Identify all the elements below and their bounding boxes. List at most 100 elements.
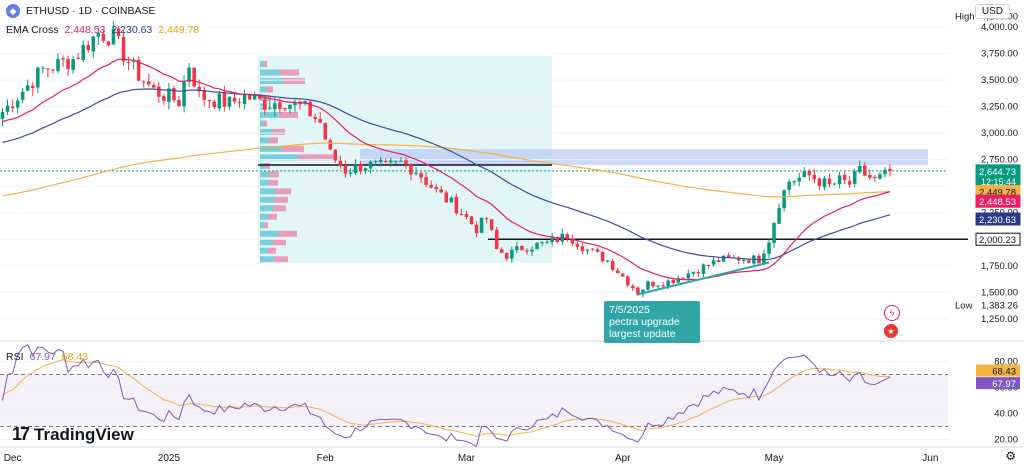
candle-body: [197, 86, 201, 92]
candle-body: [631, 285, 635, 289]
volume-profile-bar: [260, 78, 283, 85]
candle-body: [439, 189, 443, 193]
price-label-bg: [975, 194, 1021, 208]
time-tick-label: Jun: [922, 453, 938, 464]
volume-profile-bar: [260, 171, 270, 178]
volume-profile-bar: [260, 256, 274, 263]
price-tick-label: 1,250.00: [981, 314, 1018, 325]
time-tick-label: Feb: [317, 453, 335, 464]
ema-legend[interactable]: EMA Cross 2,448.53 2,230.63 2,449.78: [6, 24, 199, 36]
volume-profile-bar: [272, 128, 285, 135]
candle-body: [636, 287, 640, 295]
rsi-price-label-bg: [976, 364, 1020, 377]
volume-profile-bar: [278, 230, 297, 237]
volume-profile-bar: [273, 205, 286, 212]
candle-body: [172, 88, 176, 101]
volume-profile-bar: [275, 188, 291, 195]
candle-body: [454, 196, 459, 214]
candle-body: [0, 112, 5, 119]
candle-body: [792, 181, 796, 183]
candle-body: [343, 165, 348, 174]
volume-profile-bar: [260, 222, 264, 229]
candle-body: [167, 88, 171, 102]
low-label-tag: Low: [955, 301, 973, 312]
flash-icon[interactable]: ϟ: [884, 305, 900, 321]
candle-body: [691, 271, 696, 274]
candle-body: [847, 180, 852, 185]
candle-body: [565, 234, 570, 239]
candle-body: [348, 172, 353, 174]
candle-body: [873, 177, 877, 179]
symbol-line: ETHUSD · 1D · COINBASE: [26, 5, 156, 17]
candle-body: [424, 177, 428, 185]
candle-body: [157, 86, 161, 97]
candle-body: [227, 96, 232, 107]
candle-body: [162, 96, 166, 101]
candle-body: [545, 241, 549, 243]
candle-body: [721, 255, 726, 262]
candle-body: [510, 249, 514, 259]
candle-body: [842, 174, 847, 181]
price-tick-label: 2,750.00: [981, 155, 1018, 166]
us-flag-icon[interactable]: ★: [884, 324, 898, 338]
volume-profile-bar: [282, 78, 305, 85]
volume-profile-bar: [260, 61, 264, 68]
candle-body: [832, 183, 837, 185]
volume-profile-bar: [269, 179, 278, 186]
rsi-legend[interactable]: RSI 67.97 68.43: [6, 351, 88, 363]
gear-icon[interactable]: ⚙: [1005, 449, 1016, 463]
rsi-ma-value: 68.43: [61, 351, 89, 363]
candle-body: [242, 94, 247, 104]
price-label-countdown: 12:15:44: [981, 177, 1016, 187]
price-label: 2,230.63: [979, 215, 1016, 226]
currency-button[interactable]: USD: [974, 4, 1010, 19]
symbol-header: ◆ ETHUSD · 1D · COINBASE: [6, 4, 156, 18]
candle-body: [807, 170, 812, 176]
logo-text: TradingView: [34, 424, 134, 444]
candle-body: [777, 207, 781, 224]
ema-label: EMA Cross: [6, 24, 59, 36]
candle-body: [605, 260, 610, 262]
volume-profile-bar: [260, 120, 264, 127]
annotation-note[interactable]: 7/5/2025 pectra upgrade largest update: [604, 301, 700, 343]
candle-body: [278, 102, 282, 110]
candle-body: [61, 58, 65, 60]
candle-body: [535, 243, 539, 249]
candle-body: [444, 192, 449, 203]
candle-body: [837, 175, 842, 185]
volume-profile-bar: [274, 196, 288, 203]
candle-body: [106, 41, 111, 46]
candle-body: [459, 213, 464, 215]
candle-body: [257, 94, 262, 99]
candle-body: [192, 67, 196, 87]
candle-body: [212, 101, 217, 108]
volume-profile-bar: [279, 69, 299, 76]
candle-body: [822, 178, 827, 188]
candle-body: [237, 102, 242, 104]
candle-body: [550, 237, 554, 243]
candle-body: [10, 106, 15, 109]
low-label-value: 1,383.26: [981, 301, 1018, 312]
candle-body: [600, 251, 605, 262]
volume-profile-bar: [279, 111, 298, 118]
volume-profile-bar: [260, 162, 265, 169]
candle-body: [797, 177, 802, 182]
candle-body: [41, 67, 45, 69]
candle-body: [726, 255, 731, 258]
resistance-zone: [360, 149, 928, 165]
volume-profile-bar: [265, 162, 270, 169]
annotation-line-1: 7/5/2025: [609, 304, 650, 316]
candle-body: [66, 59, 70, 69]
rsi-tick-label: 80.00: [994, 357, 1018, 368]
volume-profile-bar: [273, 239, 286, 246]
volume-profile-bar: [268, 247, 276, 254]
candle-body: [389, 160, 393, 163]
candle-body: [71, 58, 75, 70]
ema-200-line: [2, 142, 891, 198]
candle-body: [252, 95, 257, 100]
candle-body: [268, 107, 272, 109]
candle-body: [540, 242, 544, 244]
candle-body: [51, 69, 55, 71]
ema-20-line: [2, 58, 891, 281]
